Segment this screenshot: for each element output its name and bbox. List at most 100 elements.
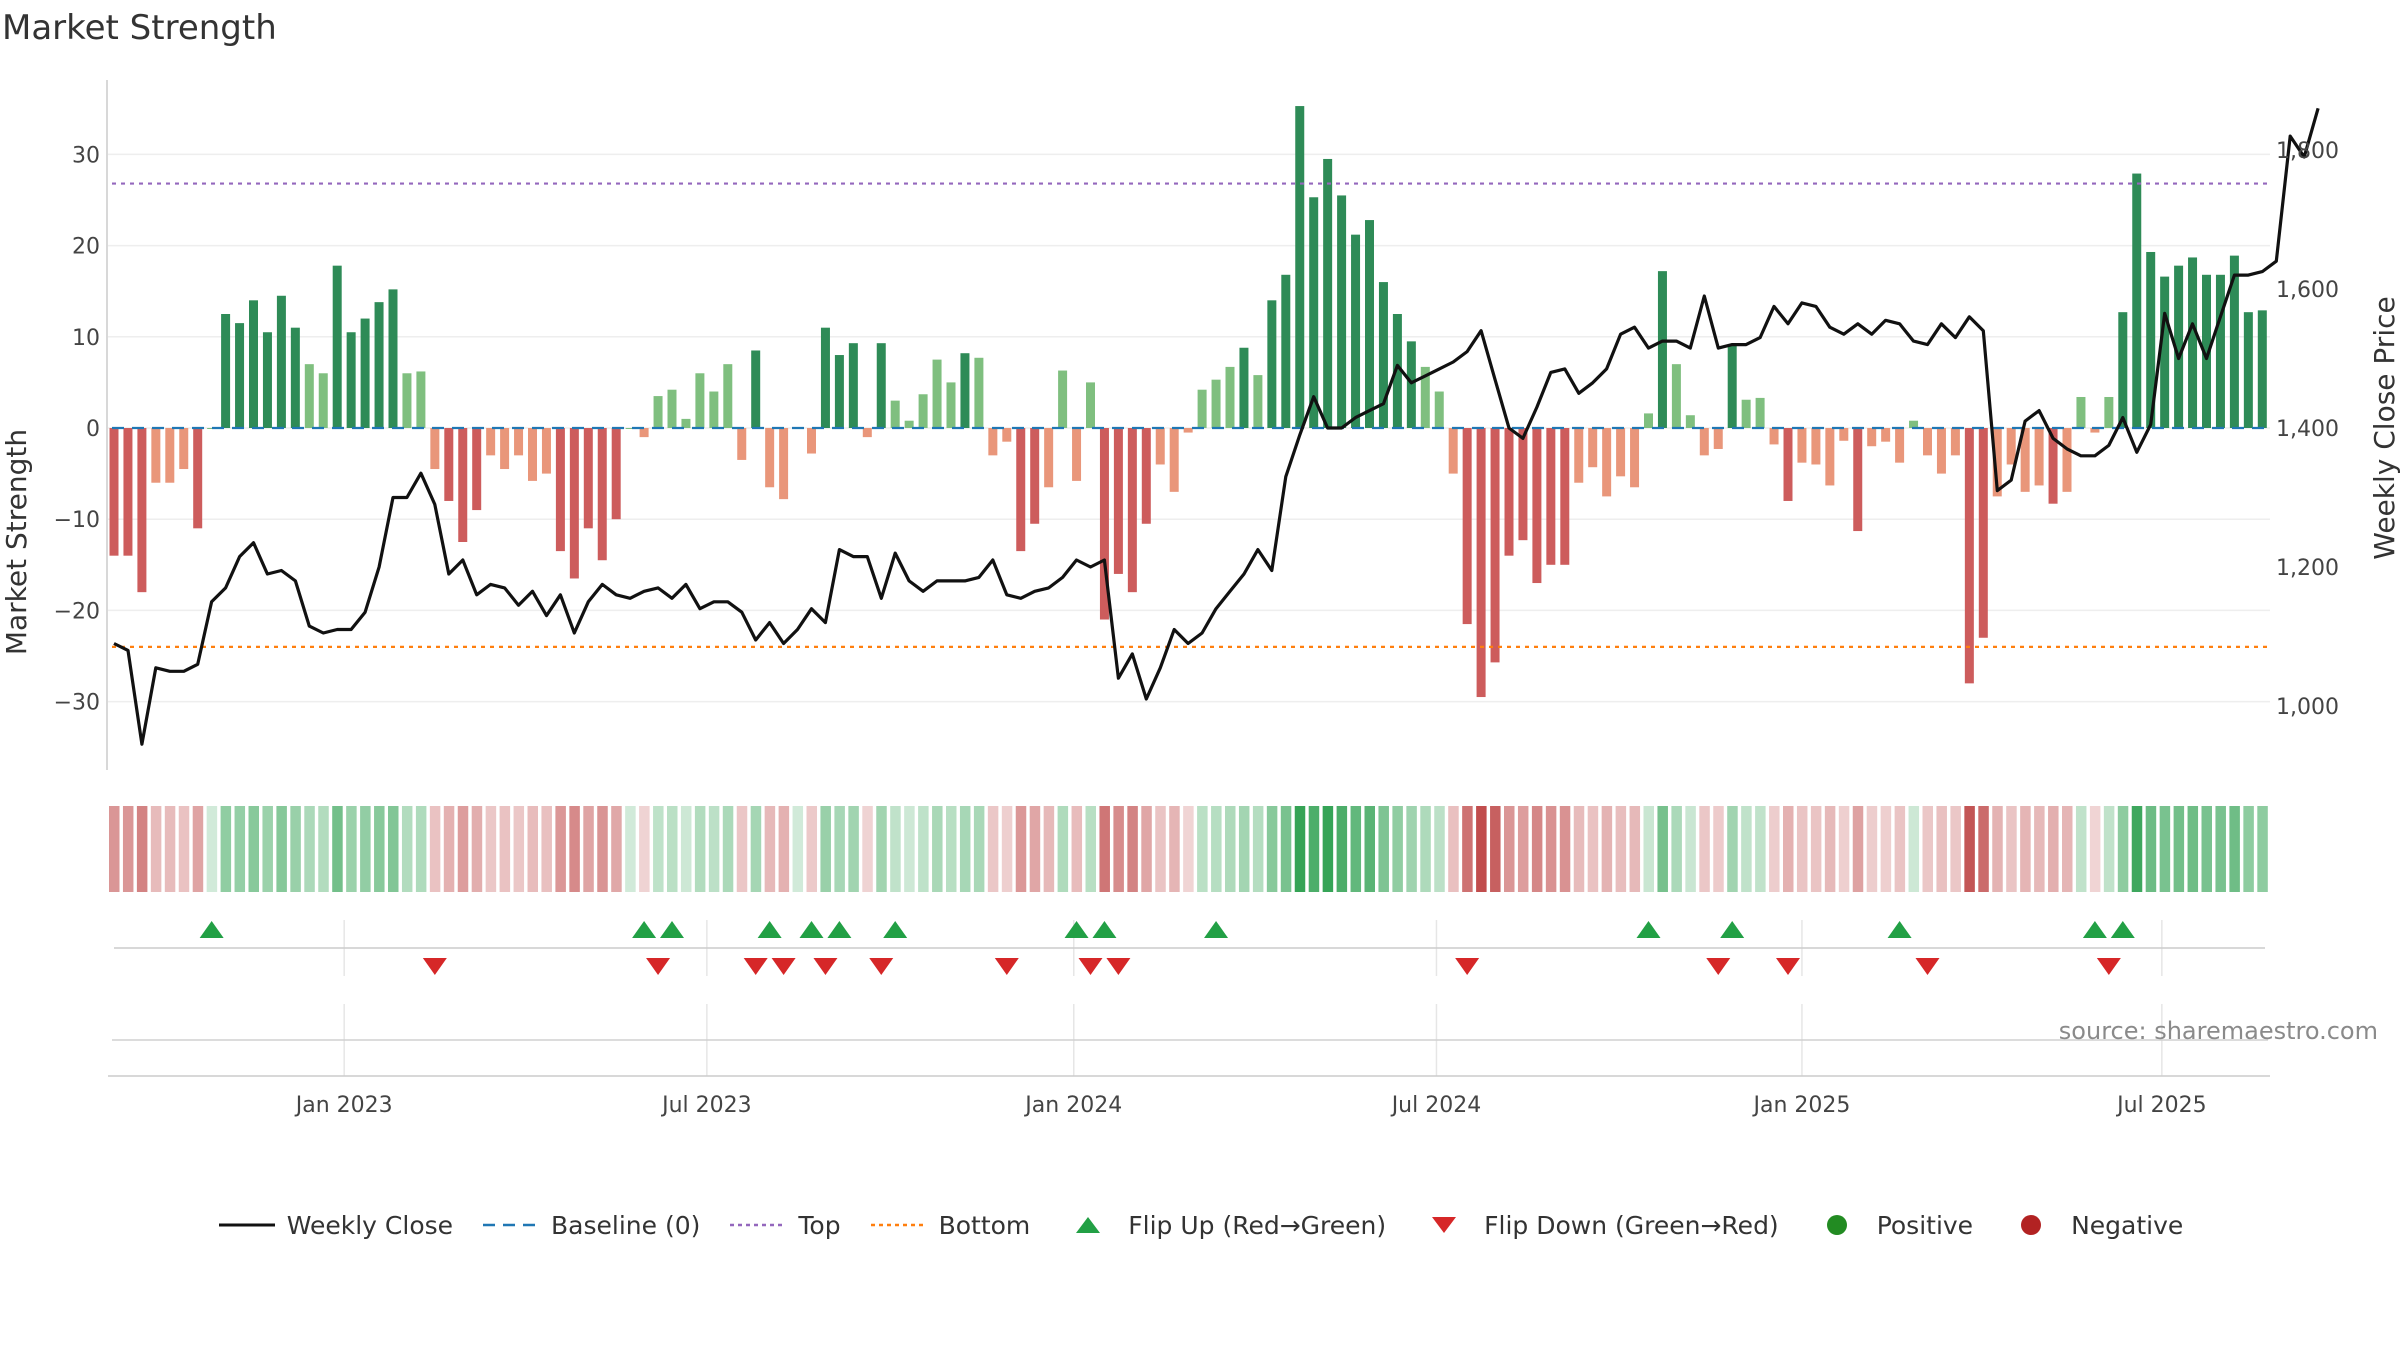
flip-down-marker — [646, 958, 671, 975]
heat-strip-cell — [708, 806, 720, 892]
y-tick-label-right: 1,800 — [2276, 139, 2339, 164]
strength-bar — [165, 428, 175, 483]
heat-strip-cell — [388, 806, 399, 892]
strength-bar — [1588, 428, 1598, 468]
strength-bars — [109, 106, 2267, 698]
flip-down-marker — [771, 958, 796, 975]
strength-bar — [597, 428, 607, 561]
heat-strip-cell — [2187, 806, 2199, 892]
heat-strip-cell — [443, 806, 455, 892]
legend-item: Flip Up (Red→Green) — [1058, 1211, 1386, 1240]
heat-strip-cell — [1587, 806, 1599, 892]
heat-strip-cell — [1155, 806, 1166, 892]
flip-up-marker — [199, 921, 224, 938]
strength-bar — [1909, 420, 1919, 428]
heat-strip-cell — [680, 806, 692, 892]
heat-strip-cell — [1183, 806, 1194, 892]
heat-strip-cell — [1922, 806, 1933, 892]
strength-bar — [1086, 382, 1095, 428]
strength-bar — [1755, 397, 1765, 428]
strength-bar — [1978, 428, 1988, 638]
heat-strip-cell — [932, 806, 943, 892]
strength-bar — [486, 428, 496, 456]
dot-icon — [1826, 1215, 1847, 1235]
legend-item: Bottom — [869, 1211, 1030, 1240]
strength-bar — [1127, 428, 1137, 593]
strength-bar — [1574, 428, 1584, 483]
strength-bar — [2090, 428, 2100, 433]
strength-bar — [2146, 251, 2156, 428]
strength-bar — [1016, 428, 1026, 552]
flip-up-marker — [827, 921, 852, 938]
y-tick-label-left: −20 — [54, 599, 100, 624]
strength-bar — [1434, 391, 1444, 428]
heat-strip-cell — [1880, 806, 1892, 892]
heat-strip-cell — [1490, 806, 1501, 892]
heat-strip-cell — [1266, 806, 1278, 892]
flip-down-marker — [869, 958, 894, 975]
heat-strip-cell — [2131, 806, 2143, 892]
flip-down-marker — [1455, 958, 1480, 975]
heat-strip-cell — [401, 806, 413, 892]
strength-bar — [709, 391, 719, 428]
heat-strip-cell — [136, 806, 148, 892]
heat-strip-cell — [2243, 806, 2254, 892]
strength-bar — [1923, 428, 1932, 456]
heat-strip-cell — [1741, 806, 1752, 892]
strength-bar — [1881, 428, 1891, 442]
heat-strip-cell — [1364, 806, 1375, 892]
strength-bar — [946, 382, 956, 428]
heat-strip-cell — [499, 806, 511, 892]
strength-bar — [639, 428, 649, 438]
legend: Weekly Close Baseline (0) Top Bottom Flip Up… — [0, 1205, 2400, 1245]
strength-bar — [1727, 345, 1737, 428]
heat-strip-cell — [1643, 806, 1654, 892]
heat-strip-cell — [611, 806, 622, 892]
strength-bar — [1406, 341, 1416, 428]
heat-strip-cell — [304, 806, 315, 892]
heat-strip-cell — [973, 806, 985, 892]
strength-bar — [193, 428, 203, 529]
heat-strip-cell — [1783, 806, 1794, 892]
strength-bar — [681, 418, 691, 428]
legend-label: Baseline (0) — [551, 1210, 701, 1240]
strength-bar — [611, 428, 621, 520]
legend-item: Weekly Close — [217, 1211, 453, 1240]
strength-bar — [207, 428, 217, 429]
flip-down-marker — [743, 958, 768, 975]
strength-bar — [304, 364, 314, 428]
y-axis-left-title: Market Strength — [0, 429, 33, 655]
strength-bar — [2188, 257, 2198, 428]
strength-bar — [918, 394, 928, 428]
heat-strip-cell — [750, 806, 762, 892]
strength-bar — [1671, 364, 1681, 428]
heat-strip-cell — [2034, 806, 2045, 892]
heat-strip-cell — [513, 806, 525, 892]
strength-bar — [221, 314, 231, 428]
heat-strip-cell — [1238, 806, 1250, 892]
weekly-close-line-group — [113, 107, 2320, 746]
strength-bar — [2202, 274, 2211, 428]
strength-bar — [1113, 428, 1123, 574]
heat-strip-cell — [820, 806, 831, 892]
heat-strip-cell — [946, 806, 957, 892]
heat-strip-cell — [290, 806, 301, 892]
strength-bar — [1253, 375, 1263, 428]
strength-bar — [1337, 195, 1347, 428]
strength-bar — [346, 332, 356, 428]
heat-strip-cell — [1950, 806, 1961, 892]
heat-strip-cell — [722, 806, 734, 892]
strength-bar — [137, 428, 147, 593]
strength-bar — [960, 353, 970, 428]
heat-strip-cell — [2048, 806, 2059, 892]
strength-bar — [890, 400, 900, 428]
heat-strip-cell — [667, 806, 678, 892]
strength-bar — [1072, 428, 1082, 481]
flip-up-marker — [1204, 921, 1229, 938]
flip-up-marker — [1064, 921, 1089, 938]
strength-bar — [1420, 366, 1430, 428]
heat-strip-cell — [959, 806, 971, 892]
heat-strip-cell — [178, 806, 190, 892]
strength-bar — [1616, 428, 1626, 477]
strength-bar — [528, 428, 537, 481]
